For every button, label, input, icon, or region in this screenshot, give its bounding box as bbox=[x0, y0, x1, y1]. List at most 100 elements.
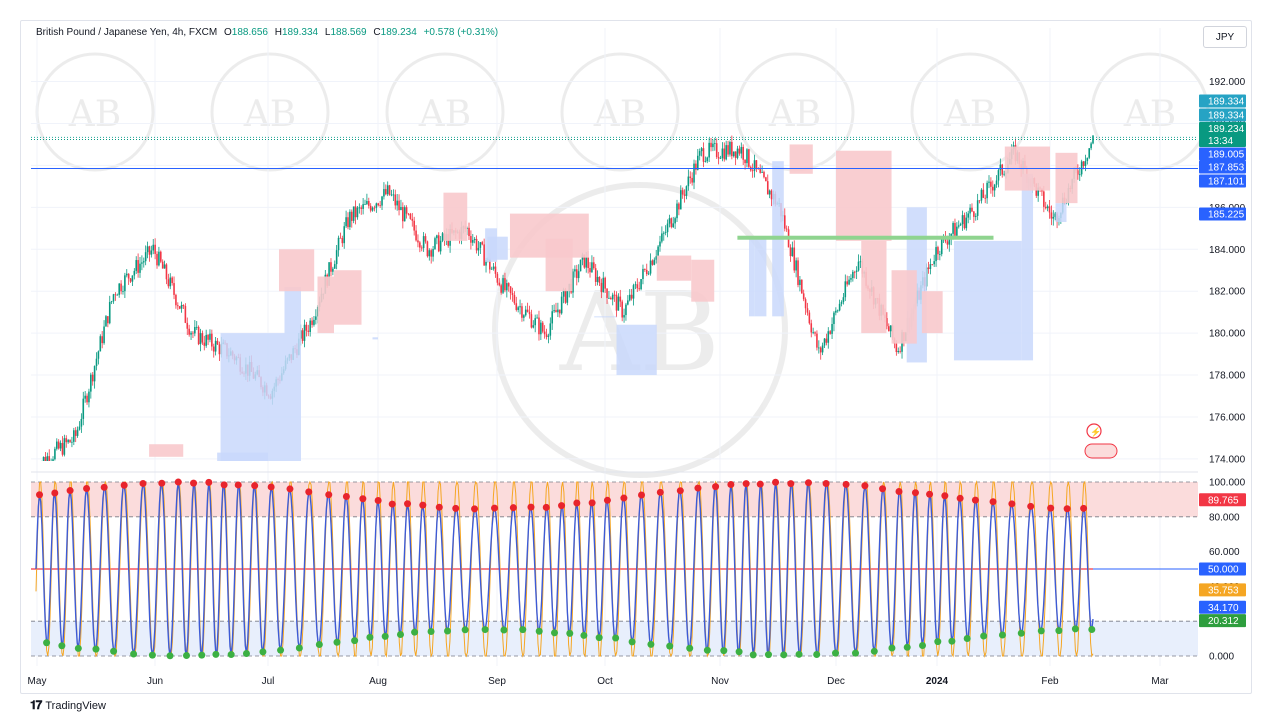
overbought-dot bbox=[359, 495, 367, 503]
oversold-dot bbox=[551, 629, 559, 637]
candle-body bbox=[855, 270, 858, 272]
candle-body bbox=[415, 230, 417, 241]
change-value: +0.578 (+0.31%) bbox=[423, 27, 499, 38]
price-axis-tick: 176.000 bbox=[1209, 412, 1246, 423]
candle-body bbox=[978, 200, 981, 202]
oversold-dot bbox=[813, 650, 821, 658]
candle-body bbox=[933, 261, 935, 265]
candle-body bbox=[394, 194, 397, 206]
candle-body bbox=[426, 241, 429, 257]
oversold-dot bbox=[242, 650, 250, 658]
symbol-title[interactable]: British Pound / Japanese Yen, 4h, FXCM bbox=[36, 27, 218, 38]
candle-body bbox=[328, 262, 330, 286]
candle-body bbox=[490, 268, 493, 270]
support-zone bbox=[749, 238, 755, 317]
osc-marker-label: 20.312 bbox=[1208, 616, 1239, 627]
candle-body bbox=[500, 285, 502, 293]
candle-body bbox=[625, 304, 627, 316]
candle-body bbox=[821, 345, 824, 353]
candle-body bbox=[553, 310, 555, 312]
candle-body bbox=[436, 235, 438, 239]
candle-body bbox=[513, 294, 516, 304]
candle-body bbox=[57, 441, 60, 449]
overbought-dot bbox=[588, 499, 596, 507]
candle-body bbox=[80, 418, 83, 427]
candle-body bbox=[615, 294, 618, 311]
candle-body bbox=[216, 340, 219, 345]
candle-body bbox=[547, 335, 550, 337]
candle-body bbox=[678, 203, 680, 210]
candle-body bbox=[434, 238, 436, 249]
candle-body bbox=[177, 305, 179, 307]
candle-body bbox=[441, 233, 444, 241]
candle-body bbox=[657, 246, 659, 257]
currency-button[interactable]: JPY bbox=[1203, 26, 1247, 48]
candle-body bbox=[611, 294, 614, 300]
osc-marker-label: 34.170 bbox=[1208, 603, 1239, 614]
candle-body bbox=[366, 201, 368, 205]
overbought-dot bbox=[804, 479, 812, 487]
support-zone bbox=[594, 316, 617, 318]
watermark-big-circle-icon bbox=[492, 182, 788, 478]
overbought-dot bbox=[471, 505, 479, 513]
candle-body bbox=[610, 297, 612, 300]
level-label-187853: 187.853 bbox=[1208, 163, 1245, 174]
candle-body bbox=[386, 185, 389, 195]
candle-body bbox=[369, 205, 372, 211]
candle-body bbox=[630, 294, 633, 299]
candle-body bbox=[347, 217, 349, 228]
lightning-icon bbox=[1086, 423, 1102, 439]
candle-body bbox=[74, 430, 77, 436]
candle-body bbox=[704, 161, 707, 162]
candle-body bbox=[761, 171, 763, 173]
candle-body bbox=[959, 224, 962, 226]
candle-body bbox=[604, 277, 606, 289]
oversold-dot bbox=[628, 638, 636, 646]
candle-body bbox=[212, 346, 215, 352]
level-label-187101-bg bbox=[1199, 174, 1246, 188]
candle-body bbox=[619, 296, 622, 302]
oversold-dot bbox=[212, 650, 220, 658]
candle-body bbox=[311, 320, 313, 325]
candle-body bbox=[836, 310, 839, 312]
support-zone bbox=[953, 240, 1022, 361]
candle-body bbox=[218, 344, 221, 355]
oversold-dot bbox=[780, 651, 788, 659]
candle-body bbox=[551, 311, 554, 324]
candle-body bbox=[165, 264, 168, 280]
candle-body bbox=[112, 294, 115, 302]
watermark-ab-icon: AB bbox=[943, 94, 996, 135]
high-line-price-label: 189.334 bbox=[1208, 111, 1245, 122]
candle-body bbox=[63, 438, 66, 455]
tradingview-footer[interactable]: 𝟏𝟕 TradingView bbox=[30, 698, 106, 713]
oversold-dot bbox=[1037, 627, 1045, 635]
time-axis-tick: Jun bbox=[147, 676, 163, 687]
candle-body bbox=[791, 247, 794, 257]
candle-body bbox=[797, 260, 799, 285]
candle-body bbox=[1003, 173, 1005, 175]
candle-body bbox=[419, 242, 421, 248]
candle-body bbox=[82, 398, 85, 419]
candle-body bbox=[691, 177, 693, 183]
candle-body bbox=[105, 316, 107, 327]
oversold-dot bbox=[851, 649, 859, 657]
candle-body bbox=[814, 332, 816, 334]
high-label: H bbox=[274, 27, 282, 38]
resistance-zone bbox=[334, 270, 362, 325]
candle-body bbox=[683, 194, 686, 196]
candle-body bbox=[785, 228, 788, 230]
overbought-dot bbox=[895, 487, 903, 495]
candle-body bbox=[572, 271, 574, 293]
candle-body bbox=[502, 278, 504, 293]
candle-body bbox=[526, 309, 529, 312]
time-axis-tick: Sep bbox=[488, 676, 506, 687]
candle-body bbox=[736, 148, 739, 158]
candle-body bbox=[214, 340, 217, 352]
candle-body bbox=[804, 299, 807, 309]
candle-body bbox=[969, 207, 971, 214]
candle-body bbox=[154, 244, 156, 254]
candle-body bbox=[793, 247, 796, 271]
candle-body bbox=[498, 282, 501, 286]
candle-body bbox=[46, 456, 49, 461]
